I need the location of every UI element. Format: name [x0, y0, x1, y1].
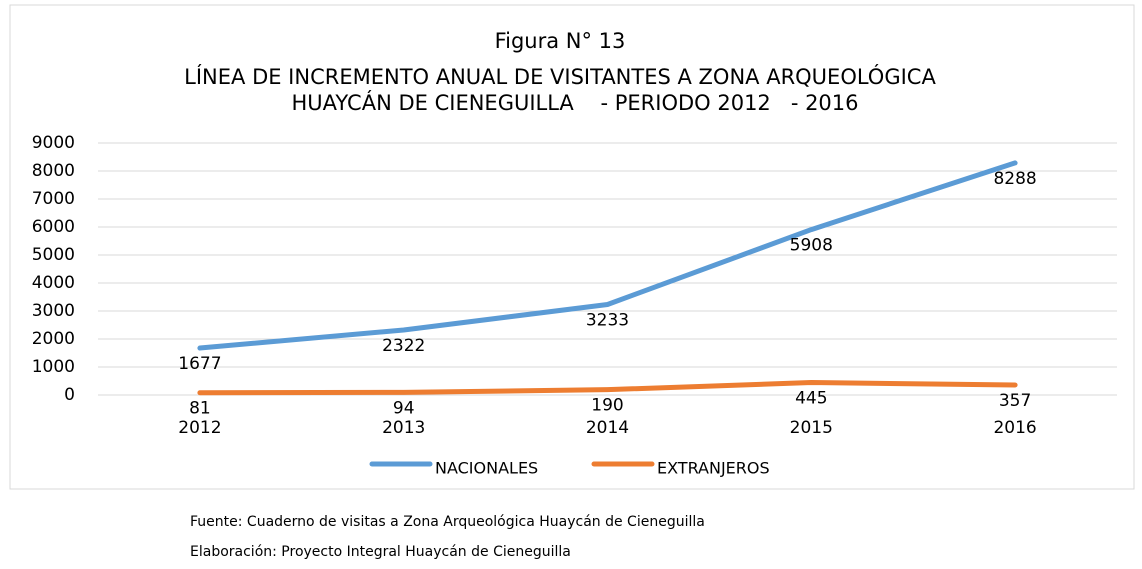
- chart-subtitle: LÍNEA DE INCREMENTO ANUAL DE VISITANTES …: [184, 64, 936, 89]
- y-tick-label: 7000: [32, 189, 75, 209]
- chart-subtitle: HUAYCÁN DE CIENEGUILLA - PERIODO 2012 - …: [291, 90, 858, 115]
- y-tick-label: 2000: [32, 329, 75, 349]
- x-tick-label: 2014: [586, 418, 629, 438]
- series-line: [197, 380, 1018, 396]
- x-tick-label: 2013: [382, 418, 425, 438]
- data-label: 94: [393, 398, 415, 418]
- y-tick-label: 9000: [32, 133, 75, 153]
- data-label: 445: [795, 389, 827, 409]
- legend-label: NACIONALES: [435, 459, 538, 478]
- data-label: 2322: [382, 336, 425, 356]
- x-tick-label: 2016: [993, 418, 1036, 438]
- y-tick-label: 1000: [32, 357, 75, 377]
- y-tick-label: 3000: [32, 301, 75, 321]
- y-tick-label: 0: [64, 385, 75, 405]
- x-tick-label: 2015: [790, 418, 833, 438]
- chart-title: Figura N° 13: [495, 29, 626, 53]
- x-tick-label: 2012: [178, 418, 221, 438]
- source-note: Fuente: Cuaderno de visitas a Zona Arque…: [190, 514, 705, 530]
- credit-note: Elaboración: Proyecto Integral Huaycán d…: [190, 544, 571, 560]
- y-tick-label: 5000: [32, 245, 75, 265]
- legend-label: EXTRANJEROS: [657, 459, 770, 478]
- data-label: 3233: [586, 310, 629, 330]
- data-label: 8288: [993, 169, 1036, 189]
- y-tick-label: 4000: [32, 273, 75, 293]
- data-label: 5908: [790, 236, 833, 256]
- series-line: [197, 160, 1018, 351]
- data-label: 81: [189, 399, 211, 419]
- data-label: 1677: [178, 354, 221, 374]
- y-tick-label: 6000: [32, 217, 75, 237]
- chart-frame: [9, 4, 1135, 490]
- y-tick-label: 8000: [32, 161, 75, 181]
- data-label: 190: [591, 396, 623, 416]
- data-label: 357: [999, 391, 1031, 411]
